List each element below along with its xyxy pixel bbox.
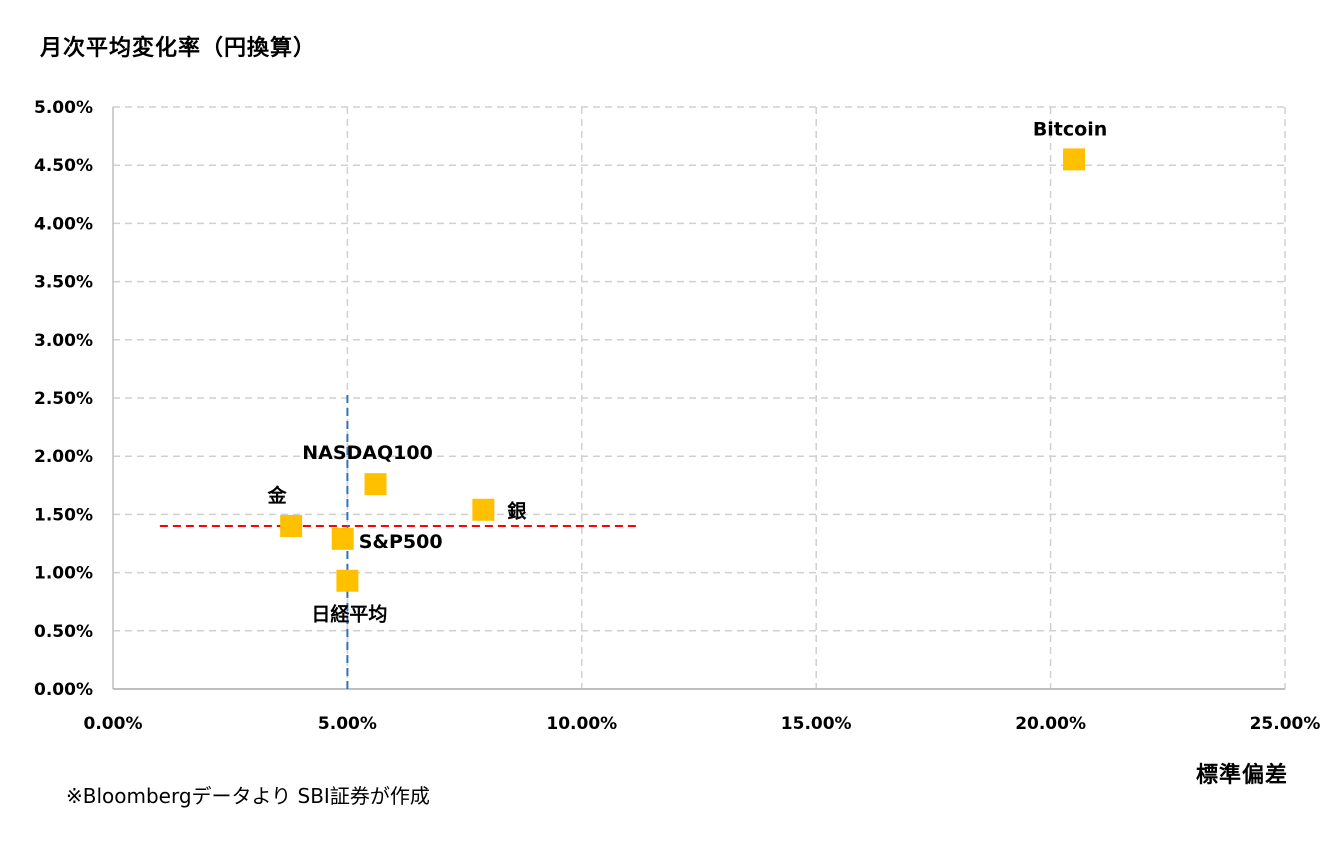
- x-tick-label: 0.00%: [84, 714, 143, 734]
- data-point: [364, 473, 387, 496]
- data-point: [280, 515, 303, 538]
- y-tick-label: 1.00%: [34, 564, 93, 584]
- point-label: Bitcoin: [1033, 118, 1107, 140]
- y-tick-label: 5.00%: [34, 98, 93, 118]
- y-tick-label: 0.50%: [34, 622, 93, 642]
- x-tick-label: 10.00%: [546, 714, 617, 734]
- y-tick-label: 3.00%: [34, 331, 93, 351]
- data-points: [280, 148, 1086, 592]
- x-tick-label: 5.00%: [318, 714, 377, 734]
- x-axis-title: 標準偏差: [1196, 763, 1289, 788]
- y-tick-label: 3.50%: [34, 273, 93, 293]
- source-footnote: ※Bloombergデータより SBI証券が作成: [66, 784, 430, 808]
- y-tick-label: 1.50%: [34, 505, 93, 525]
- tick-labels: 0.00% 0.50% 1.00% 1.50% 2.00% 2.50% 3.00% 3.50%…: [34, 98, 1320, 734]
- y-tick-label: 2.50%: [34, 389, 93, 409]
- grid-lines: [113, 106, 1286, 689]
- point-label: 金: [267, 484, 288, 507]
- axes: [112, 107, 1285, 690]
- data-point: [472, 498, 495, 521]
- y-tick-label: 4.00%: [34, 214, 93, 234]
- point-label: 日経平均: [311, 603, 387, 626]
- point-label: 銀: [507, 500, 526, 523]
- data-point: [1063, 148, 1086, 171]
- point-label: S&P500: [359, 531, 443, 553]
- data-point: [331, 527, 354, 550]
- point-labels: Bitcoin NASDAQ100 銀 金 S&P500 日経平均: [267, 118, 1108, 625]
- point-label: NASDAQ100: [302, 442, 433, 464]
- x-tick-label: 20.00%: [1015, 714, 1086, 734]
- x-tick-label: 25.00%: [1250, 714, 1321, 734]
- y-tick-label: 0.00%: [34, 680, 93, 700]
- y-axis-title: 月次平均変化率（円換算）: [40, 36, 317, 61]
- x-tick-label: 15.00%: [781, 714, 852, 734]
- data-point: [336, 569, 359, 592]
- y-tick-label: 4.50%: [34, 156, 93, 176]
- y-tick-label: 2.00%: [34, 447, 93, 467]
